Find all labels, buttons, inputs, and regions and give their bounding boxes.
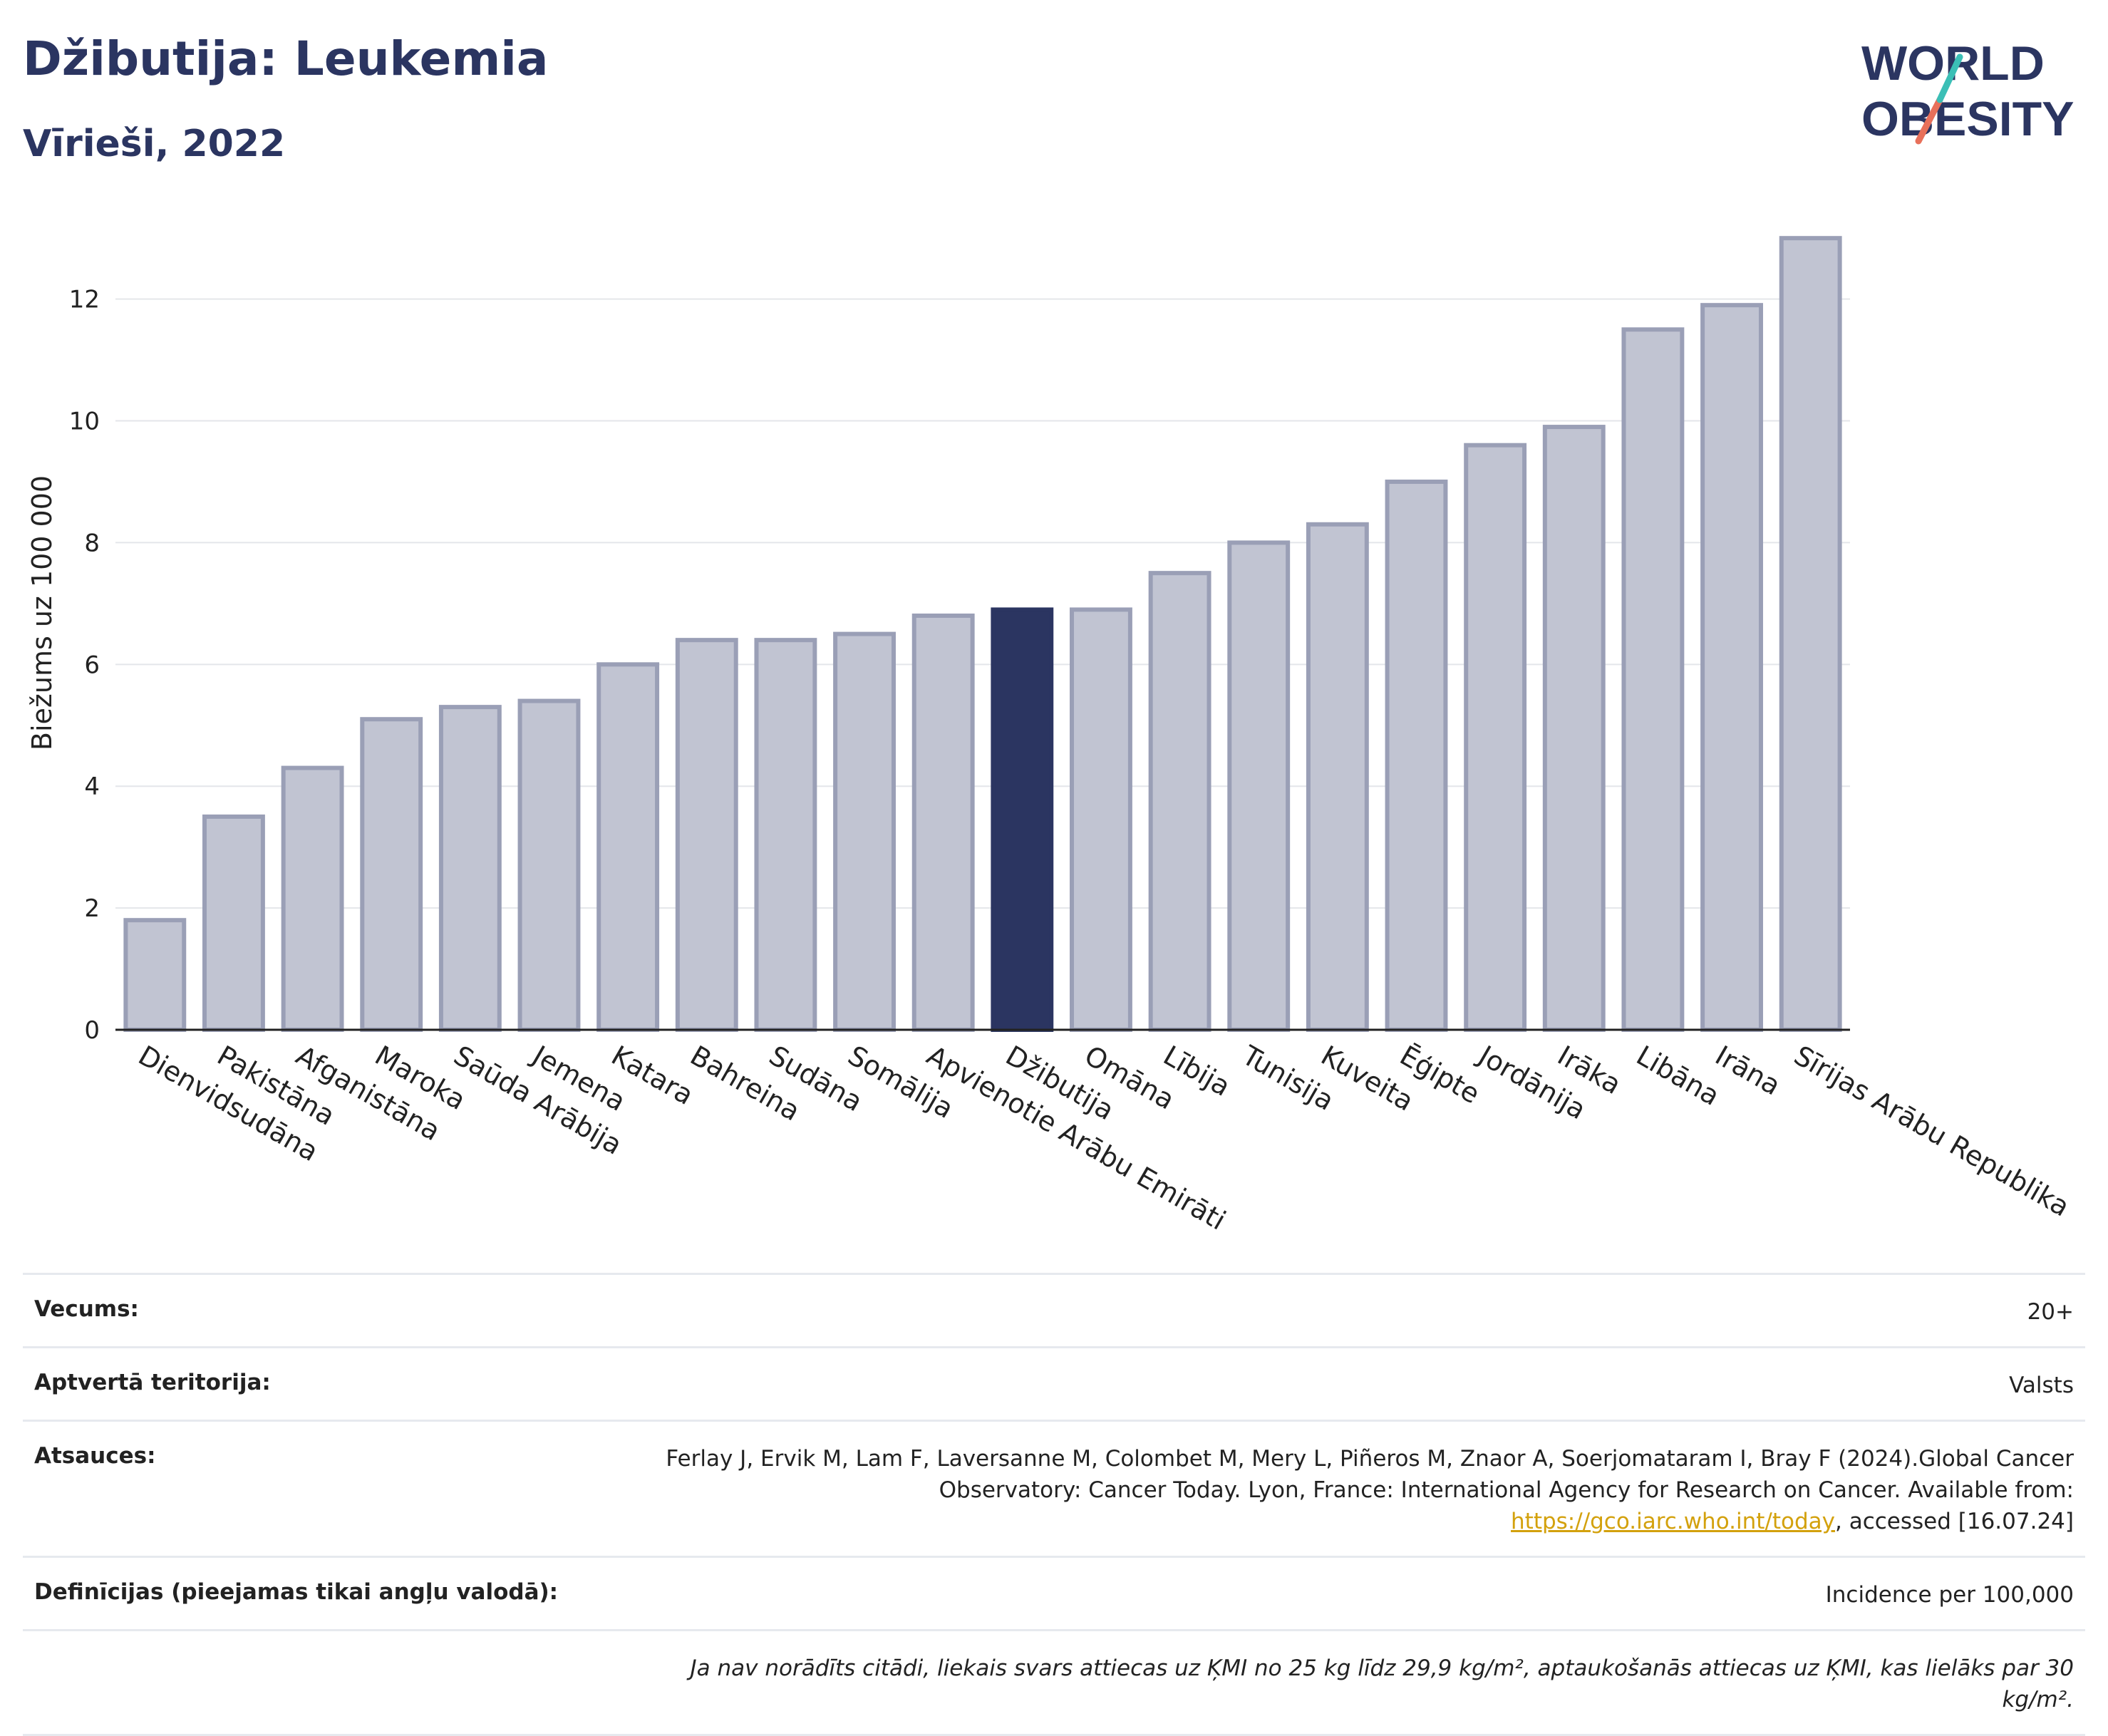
y-axis-label: Biežums uz 100 000 bbox=[26, 475, 58, 750]
x-tick-label: Libāna bbox=[1631, 1040, 1725, 1112]
info-row-definitions: Definīcijas (pieejamas tikai angļu valod… bbox=[23, 1556, 2085, 1629]
references-value: Ferlay J, Ervik M, Lam F, Laversanne M, … bbox=[613, 1443, 2074, 1537]
y-axis: 0 2 4 6 8 10 12 bbox=[69, 286, 100, 1045]
info-row-references: Atsauces: Ferlay J, Ervik M, Lam F, Lave… bbox=[23, 1420, 2085, 1556]
info-table: Vecums: 20+ Aptvertā teritorija: Valsts … bbox=[23, 1273, 2085, 1736]
bar-afganistāna[interactable] bbox=[281, 765, 344, 1033]
references-label: Atsauces: bbox=[34, 1443, 156, 1469]
x-tick-label: Irāna bbox=[1710, 1040, 1786, 1102]
bar-ēģipte[interactable] bbox=[1385, 479, 1448, 1032]
x-axis: DienvidsudānaPakistānaAfganistānaMarokaS… bbox=[115, 1028, 2075, 1236]
bar-irāka[interactable] bbox=[1542, 425, 1606, 1033]
y-tick-label: 10 bbox=[69, 408, 100, 436]
world-obesity-logo: WORLD OBESITY bbox=[1861, 36, 2075, 146]
y-tick-label: 12 bbox=[69, 286, 100, 314]
bar-saūda-arābija[interactable] bbox=[438, 705, 502, 1033]
info-row-age: Vecums: 20+ bbox=[23, 1273, 2085, 1346]
bar-sudāna[interactable] bbox=[754, 638, 817, 1032]
info-row-territory: Aptvertā teritorija: Valsts bbox=[23, 1346, 2085, 1420]
age-value: 20+ bbox=[2027, 1299, 2074, 1325]
bar-tunisija[interactable] bbox=[1227, 540, 1291, 1032]
bar-pakistāna[interactable] bbox=[202, 814, 265, 1033]
y-tick-label: 0 bbox=[84, 1016, 100, 1045]
bars bbox=[123, 236, 1842, 1033]
page-subtitle: Vīrieši, 2022 bbox=[23, 123, 286, 165]
territory-label: Aptvertā teritorija: bbox=[34, 1370, 271, 1395]
page-title: Džibutija: Leukemia bbox=[23, 31, 549, 86]
bar-jordānija[interactable] bbox=[1464, 443, 1527, 1033]
y-tick-label: 2 bbox=[84, 894, 100, 923]
x-tick-label: Sīrijas Arābu Republika bbox=[1789, 1040, 2075, 1223]
bar-irāna[interactable] bbox=[1700, 303, 1763, 1033]
footnote: Ja nav norādīts citādi, liekais svars at… bbox=[690, 1655, 2074, 1712]
bar-maroka[interactable] bbox=[360, 717, 423, 1032]
y-tick-label: 8 bbox=[84, 529, 100, 557]
bar-libāna[interactable] bbox=[1621, 327, 1685, 1032]
bar-lībija[interactable] bbox=[1148, 571, 1211, 1032]
references-text-2: , accessed [16.07.24] bbox=[1834, 1509, 2074, 1534]
references-link[interactable]: https://gco.iarc.who.int/today bbox=[1511, 1509, 1835, 1534]
bar-sīrijas-arābu-republika[interactable] bbox=[1779, 236, 1842, 1033]
bar-omāna[interactable] bbox=[1070, 607, 1132, 1032]
definitions-value: Incidence per 100,000 bbox=[1825, 1582, 2074, 1608]
definitions-label: Definīcijas (pieejamas tikai angļu valod… bbox=[34, 1579, 559, 1605]
y-tick-label: 6 bbox=[84, 651, 100, 679]
bar-džibutija[interactable] bbox=[991, 607, 1054, 1032]
logo-line-2: OBESITY bbox=[1861, 92, 2075, 146]
bar-somālija[interactable] bbox=[833, 631, 896, 1032]
logo-slash-upper bbox=[1936, 53, 1963, 103]
territory-value: Valsts bbox=[2009, 1373, 2074, 1398]
references-text-1: Ferlay J, Ervik M, Lam F, Laversanne M, … bbox=[666, 1446, 2074, 1503]
bar-jemena[interactable] bbox=[517, 698, 581, 1032]
y-tick-label: 4 bbox=[84, 773, 100, 801]
logo-slash-lower bbox=[1915, 96, 1943, 145]
bar-chart: 0 2 4 6 8 10 12 DienvidsudānaPakistānaAfganist… bbox=[26, 236, 2075, 1236]
age-label: Vecums: bbox=[34, 1296, 139, 1322]
bar-bahreina[interactable] bbox=[675, 638, 738, 1032]
logo-line-1: WORLD bbox=[1861, 36, 2045, 91]
bar-dienvidsudāna[interactable] bbox=[123, 918, 187, 1032]
bar-kuveita[interactable] bbox=[1306, 522, 1369, 1032]
info-row-note: Ja nav norādīts citādi, liekais svars at… bbox=[23, 1629, 2085, 1736]
x-tick-label: Tunisija bbox=[1236, 1039, 1339, 1117]
bar-katara[interactable] bbox=[596, 662, 660, 1032]
bar-apvienotie-arābu-emirāti[interactable] bbox=[911, 613, 975, 1032]
